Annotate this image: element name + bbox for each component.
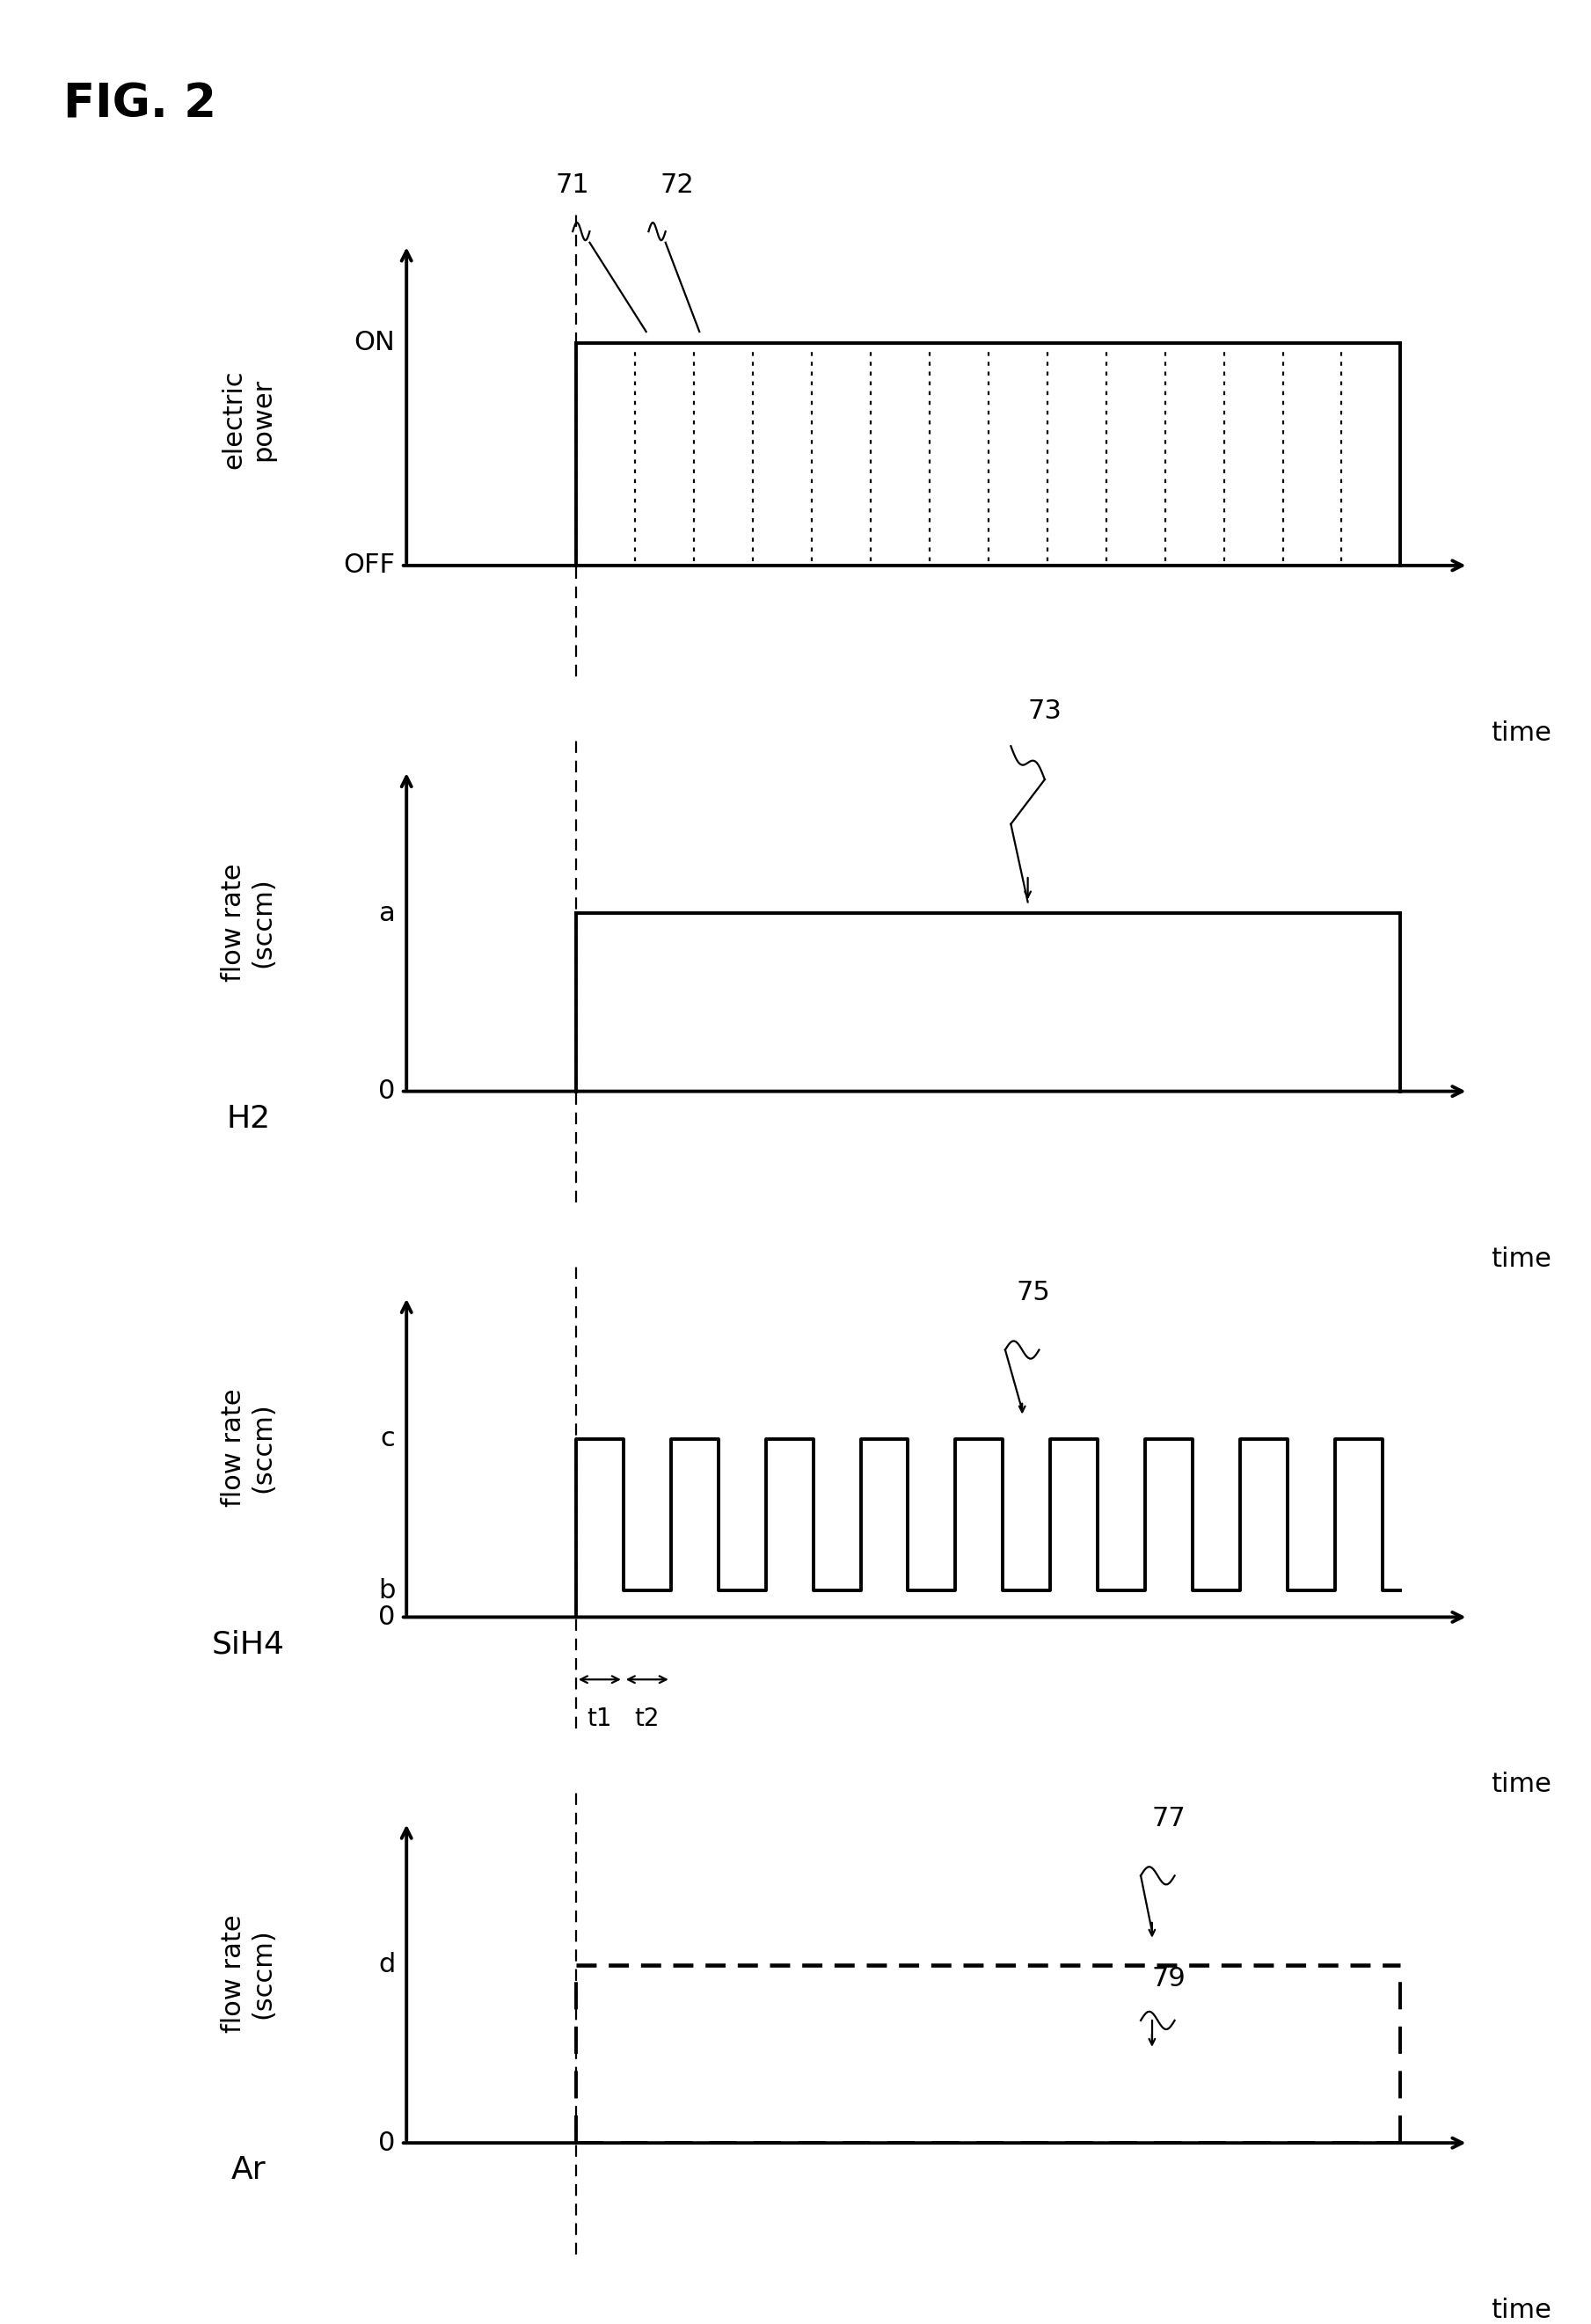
Text: flow rate
(sccm): flow rate (sccm) xyxy=(221,1390,275,1506)
Text: 0: 0 xyxy=(379,2131,395,2157)
Text: time: time xyxy=(1491,2298,1551,2324)
Text: 75: 75 xyxy=(1017,1281,1050,1306)
Text: t1: t1 xyxy=(587,1706,613,1731)
Text: 0: 0 xyxy=(379,1078,395,1104)
Text: H2: H2 xyxy=(226,1104,270,1134)
Text: FIG. 2: FIG. 2 xyxy=(64,81,216,128)
Text: a: a xyxy=(379,899,395,925)
Text: 72: 72 xyxy=(660,172,694,198)
Text: t2: t2 xyxy=(635,1706,660,1731)
Text: flow rate
(sccm): flow rate (sccm) xyxy=(221,862,275,981)
Text: time: time xyxy=(1491,1246,1551,1271)
Text: SiH4: SiH4 xyxy=(212,1629,285,1659)
Text: b: b xyxy=(379,1578,395,1604)
Text: OFF: OFF xyxy=(344,553,395,579)
Text: ON: ON xyxy=(355,330,395,356)
Text: electric
power: electric power xyxy=(221,370,275,469)
Text: Ar: Ar xyxy=(231,2154,266,2185)
Text: 73: 73 xyxy=(1028,697,1061,723)
Text: time: time xyxy=(1491,720,1551,746)
Text: time: time xyxy=(1491,1771,1551,1796)
Text: 79: 79 xyxy=(1152,1966,1185,1992)
Text: d: d xyxy=(379,1952,395,1978)
Text: flow rate
(sccm): flow rate (sccm) xyxy=(221,1915,275,2034)
Text: 71: 71 xyxy=(555,172,590,198)
Text: 77: 77 xyxy=(1152,1806,1185,1831)
Text: 0: 0 xyxy=(379,1604,395,1629)
Text: c: c xyxy=(380,1427,395,1452)
